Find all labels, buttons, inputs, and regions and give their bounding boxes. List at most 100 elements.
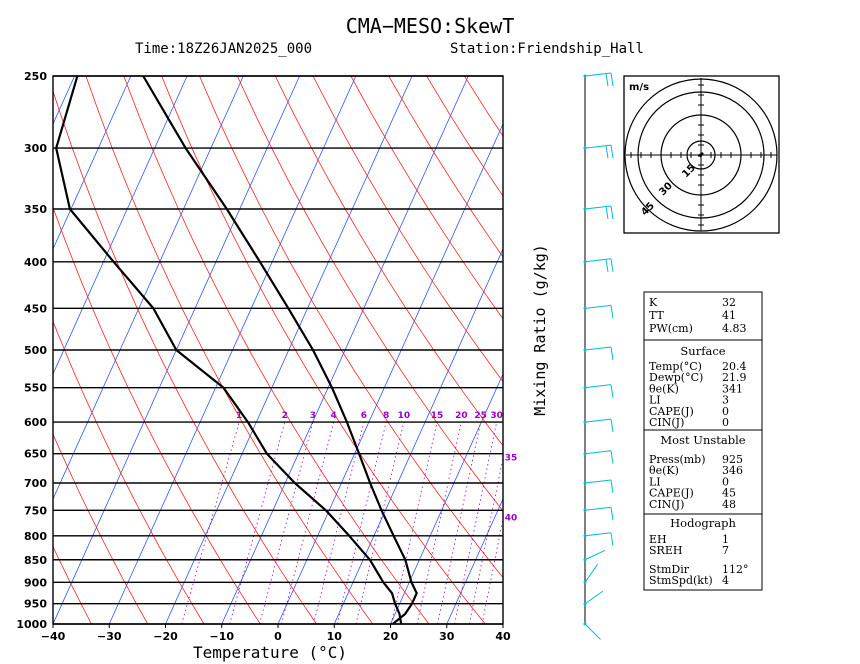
- mixing-ratio-label: 10: [398, 411, 411, 421]
- mixing-ratio-label: 35: [505, 453, 518, 463]
- wind-barb-flag: [610, 144, 614, 159]
- chart-title: CMA−MESO:SkewT: [346, 14, 515, 38]
- table-row-value: 48: [722, 498, 736, 511]
- wind-barb-staff: [584, 550, 606, 561]
- dry-adiabat-line: [161, 76, 486, 624]
- mixing-ratio-label: 30: [490, 411, 503, 421]
- temperature-tick-label: 40: [495, 630, 511, 643]
- table-row-label: EH: [649, 533, 667, 546]
- mixing-ratio-label: 1: [236, 411, 242, 421]
- mixing-ratio-label: 6: [361, 411, 367, 421]
- pressure-tick-label: 650: [24, 448, 47, 461]
- mixing-ratio-labels: 1 2 3 4 6 8 10 15 20 25 30 35 40: [236, 411, 517, 524]
- wind-barb-staff: [584, 479, 612, 484]
- wind-barb-staff: [584, 144, 612, 149]
- wind-barb-flag: [610, 346, 614, 361]
- hodograph-trace: [697, 152, 704, 158]
- dry-adiabat-line: [53, 433, 149, 624]
- mixing-ratio-line: [390, 421, 438, 624]
- wind-barb-flag: [605, 73, 609, 87]
- temperature-tick-label: −40: [41, 630, 66, 643]
- index-value-tt: 41: [722, 309, 736, 322]
- table-row-label: StmDir: [649, 563, 690, 576]
- wind-barb-staff: [584, 205, 612, 210]
- pressure-tick-labels: 250 300 350 400 450 500 550 600 650 700 750 800 850 9…: [16, 70, 47, 631]
- pressure-tick-label: 550: [24, 382, 47, 395]
- wind-barb-flag: [610, 72, 614, 87]
- mixing-ratio-label: 2: [282, 411, 288, 421]
- wind-barb-staff: [584, 304, 612, 309]
- table-row-label: θe(K): [649, 464, 679, 477]
- table-row-value: 20.4: [722, 360, 747, 373]
- wind-barb-flag: [605, 259, 609, 272]
- temperature-tick-label: −30: [97, 630, 122, 643]
- station-label: Station:Friendship_Hall: [450, 41, 644, 57]
- mixing-ratio-label: 15: [431, 411, 444, 421]
- temperature-tick-label: 20: [383, 630, 399, 643]
- dry-adiabat-line: [53, 320, 205, 624]
- mixing-ratio-line: [437, 421, 482, 624]
- table-row-label: StmSpd(kt): [649, 574, 713, 587]
- pressure-tick-label: 450: [24, 302, 47, 315]
- dry-adiabat-line: [236, 76, 503, 512]
- mixing-ratio-label: 8: [383, 411, 389, 421]
- time-label: Time:18Z26JAN2025_000: [135, 41, 312, 57]
- mixing-ratio-line: [454, 421, 498, 624]
- dry-adiabat-line: [85, 76, 374, 624]
- sounding-profiles: [55, 76, 418, 624]
- hodograph-table-header: Hodograph: [670, 516, 736, 530]
- table-row-label: CAPE(J): [649, 405, 694, 418]
- table-row-value: 7: [722, 544, 729, 557]
- wind-barb-staff: [584, 72, 612, 77]
- table-row-value: 112°: [722, 563, 749, 576]
- wind-barb-flag: [610, 479, 614, 494]
- wind-barb-flag: [610, 305, 614, 319]
- wind-barb-staff: [584, 384, 612, 389]
- surface-header: Surface: [680, 344, 725, 358]
- dry-adiabat-line: [312, 76, 503, 383]
- table-row-value: 45: [722, 487, 736, 500]
- table-row-value: 1: [722, 533, 729, 546]
- index-value-pw: 4.83: [722, 322, 747, 335]
- pressure-tick-label: 300: [24, 142, 47, 155]
- mixing-ratio-line: [229, 421, 286, 624]
- pressure-tick-label: 950: [24, 598, 47, 611]
- temperature-tick-label: 0: [274, 630, 282, 643]
- table-row-label: CIN(J): [649, 416, 684, 429]
- surface-box: [643, 339, 763, 431]
- pressure-tick-label: 350: [24, 203, 47, 216]
- dry-adiabat-line: [53, 89, 317, 624]
- isotherm-line: [446, 498, 503, 624]
- wind-barb-staff: [584, 450, 612, 455]
- temperature-tick-label: −20: [153, 630, 178, 643]
- table-row-value: 21.9: [722, 371, 747, 384]
- pressure-tick-label: 600: [24, 416, 47, 429]
- index-value-k: 32: [722, 296, 736, 309]
- table-row-label: Press(mb): [649, 453, 706, 466]
- pressure-tick-label: 800: [24, 530, 47, 543]
- wind-barb-staff: [584, 506, 612, 511]
- temperature-tick-label: 30: [439, 630, 455, 643]
- most-unstable-box: [643, 429, 763, 515]
- dry-adiabat-line: [350, 76, 503, 320]
- index-label-tt: TT: [649, 309, 665, 322]
- dewpoint-profile-line: [55, 76, 403, 624]
- wind-barb-flag: [605, 145, 609, 159]
- table-row-value: 0: [722, 416, 729, 429]
- wind-barb-flag: [610, 418, 614, 433]
- pressure-tick-label: 750: [24, 504, 47, 517]
- pressure-tick-label: 700: [24, 477, 47, 490]
- mixing-ratio-line: [259, 421, 314, 624]
- dry-adiabat-line: [199, 76, 503, 579]
- pressure-tick-label: 850: [24, 554, 47, 567]
- mixing-ratio-label: 3: [310, 411, 316, 421]
- table-row-label: θe(K): [649, 382, 679, 395]
- table-row-label: SREH: [649, 544, 682, 557]
- table-row-label: CIN(J): [649, 498, 684, 511]
- table-row-value: 4: [722, 574, 729, 587]
- isobar-lines: [53, 75, 503, 625]
- wind-barb-flag: [610, 450, 614, 464]
- wind-barb-staff: [584, 346, 612, 351]
- temperature-tick-labels: −40 −30 −20 −10 0 10 20 30 40: [41, 624, 511, 643]
